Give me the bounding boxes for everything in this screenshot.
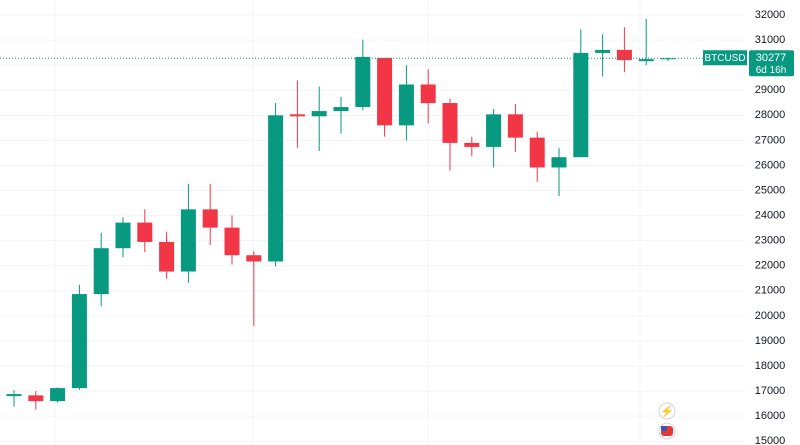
candle-body (93, 248, 109, 295)
price-label: 30277 (756, 52, 787, 64)
axis: 15000 16000 17000 18000 19000 20000 21000 22000… (703, 9, 794, 445)
y-tick-label: 29000 (755, 84, 786, 96)
event-icon[interactable] (658, 402, 676, 420)
y-tick-label: 31000 (755, 34, 786, 46)
event-icon-glyph: ⚡ (660, 405, 674, 418)
y-tick-label: 15000 (755, 435, 786, 445)
y-tick-label: 32000 (755, 9, 786, 21)
candle-body (333, 107, 349, 112)
candle-body (50, 388, 66, 402)
y-tick-label: 28000 (755, 109, 786, 121)
grid (0, 14, 745, 442)
candle-body (573, 52, 589, 158)
y-tick-label: 23000 (755, 235, 786, 247)
y-tick-label: 16000 (755, 410, 786, 422)
candle-body (551, 157, 567, 168)
candle-body (507, 114, 523, 138)
candle-body (529, 137, 545, 168)
candle-body (246, 255, 262, 262)
symbol-tag (703, 50, 747, 66)
candle-body (311, 111, 327, 117)
candle-body (464, 142, 480, 147)
y-tick-label: 22000 (755, 260, 786, 272)
candle-body (486, 114, 502, 147)
y-tick-label: 20000 (755, 310, 786, 322)
candle-body (355, 56, 371, 108)
candle-body (616, 49, 632, 61)
candle-body (224, 227, 240, 256)
y-tick-label: 17000 (755, 385, 786, 397)
candle-body (6, 394, 22, 397)
candle-body (377, 57, 393, 126)
y-tick-label: 21000 (755, 285, 786, 297)
candle-body (159, 241, 175, 272)
y-tick-label: 18000 (755, 360, 786, 372)
candles (0, 19, 745, 410)
countdown-label: 6d 16h (756, 65, 787, 76)
candle-body (115, 222, 131, 249)
candle-body (202, 209, 218, 228)
candle-body (660, 58, 676, 60)
candle-body (28, 395, 44, 402)
candle-body (442, 103, 458, 143)
y-tick-label: 26000 (755, 159, 786, 171)
y-tick-label: 24000 (755, 210, 786, 222)
symbol-label: BTCUSD (704, 53, 745, 64)
candle-body (137, 222, 153, 242)
y-tick-label: 25000 (755, 184, 786, 196)
candle-body (180, 209, 196, 272)
y-tick-label: 27000 (755, 134, 786, 146)
flag-glyph (661, 426, 667, 431)
candle-body (595, 49, 611, 53)
candle-body (289, 114, 305, 117)
candle-body (71, 294, 87, 389)
candle-body (420, 84, 436, 104)
candle-body (398, 84, 414, 126)
candle-body (268, 115, 284, 262)
y-tick-label: 19000 (755, 335, 786, 347)
price-tag (749, 50, 794, 77)
candle-body (638, 59, 654, 62)
